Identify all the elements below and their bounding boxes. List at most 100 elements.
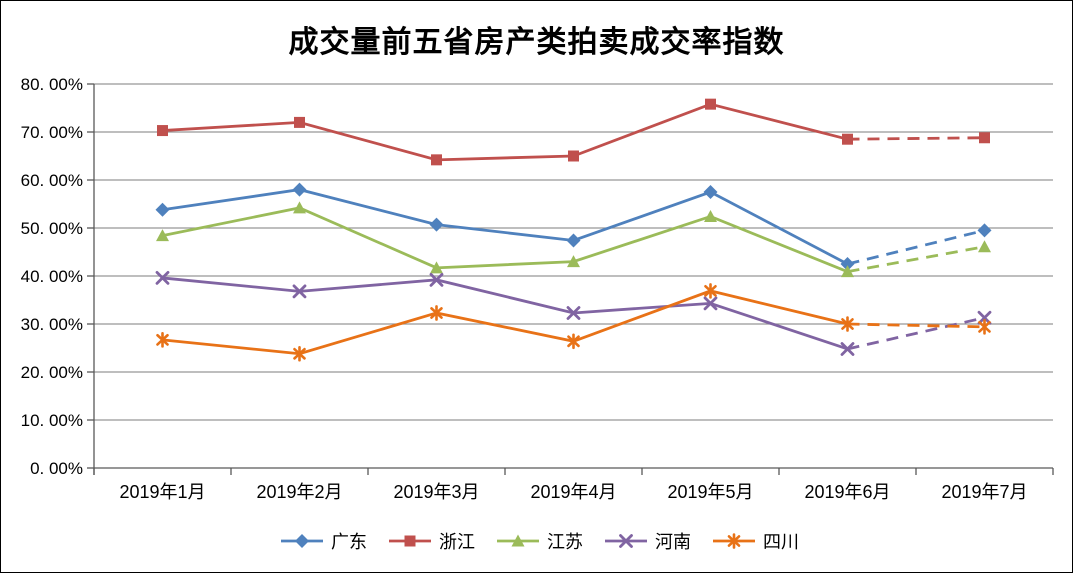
data-point-marker (842, 133, 853, 145)
legend-swatch-marker (295, 534, 309, 548)
legend-swatch-marker (404, 535, 416, 547)
data-point-marker (705, 98, 716, 110)
data-point-marker (292, 284, 307, 299)
triangle-marker-icon (978, 240, 991, 253)
diamond-marker-icon (429, 217, 444, 232)
x-axis-label: 2019年5月 (667, 482, 753, 502)
series-2 (156, 201, 991, 278)
y-axis-label: 20. 00% (21, 363, 83, 382)
diamond-marker-icon (703, 185, 718, 199)
legend-swatch-marker (727, 533, 741, 549)
y-axis-label: 50. 00% (21, 219, 83, 238)
data-point-marker (566, 233, 581, 248)
data-point-marker (841, 316, 854, 332)
square-marker-icon (568, 150, 579, 162)
x-axis-label: 2019年6月 (804, 482, 890, 502)
diamond-marker-icon (566, 233, 581, 248)
asterisk-marker-icon (704, 284, 717, 297)
legend-label: 浙江 (439, 532, 475, 552)
square-marker-icon (979, 132, 990, 144)
x-axis-label: 2019年1月 (119, 482, 205, 502)
square-marker-icon (842, 133, 853, 145)
diamond-marker-icon (155, 202, 170, 217)
legend-item-4: 四川 (713, 532, 799, 552)
data-point-marker (430, 305, 443, 321)
data-point-marker (429, 217, 444, 232)
legend-label: 四川 (763, 532, 799, 552)
series-4 (156, 283, 991, 362)
x-axis-label: 2019年2月 (256, 482, 342, 502)
asterisk-marker-icon (293, 347, 306, 360)
series-line-solid (162, 276, 848, 351)
data-point-marker (292, 182, 307, 197)
diamond-marker-icon (295, 534, 309, 548)
y-axis-label: 40. 00% (21, 267, 83, 286)
chart-title: 成交量前五省房产类拍卖成交率指数 (288, 25, 785, 60)
legend-item-1: 浙江 (389, 532, 475, 552)
data-point-marker (841, 265, 854, 278)
triangle-marker-icon (704, 209, 717, 222)
y-axis-label: 0. 00% (30, 459, 83, 478)
data-point-marker (977, 310, 992, 325)
asterisk-marker-icon (156, 333, 169, 346)
triangle-marker-icon (293, 201, 306, 214)
legend-label: 广东 (331, 532, 367, 552)
series-line-solid (162, 188, 849, 266)
data-point-marker (704, 283, 717, 299)
y-axis-label: 80. 00% (21, 75, 83, 94)
data-point-marker (840, 342, 855, 356)
data-point-marker (704, 209, 717, 222)
x-marker-icon (292, 284, 307, 299)
data-point-marker (156, 229, 169, 242)
series-line-solid (162, 102, 848, 162)
series-3 (155, 271, 992, 356)
x-marker-icon (429, 272, 444, 287)
data-point-marker (293, 201, 306, 214)
data-point-marker (703, 296, 718, 311)
square-marker-icon (294, 116, 305, 128)
y-axis-label: 30. 00% (21, 315, 83, 334)
x-marker-icon (619, 534, 633, 548)
triangle-marker-icon (430, 261, 443, 274)
legend-swatch-marker (511, 534, 525, 547)
data-point-marker (978, 240, 991, 253)
legend-swatch-marker (619, 534, 633, 548)
data-point-marker (431, 154, 442, 166)
series-line-dashed (847, 322, 985, 329)
x-marker-icon (566, 306, 581, 320)
data-point-marker (977, 223, 992, 238)
series-1 (157, 98, 990, 166)
data-point-marker (568, 150, 579, 162)
data-point-marker (429, 272, 444, 287)
y-axis-label: 70. 00% (21, 123, 83, 142)
data-point-marker (566, 306, 581, 320)
series-line-dashed (847, 316, 985, 351)
legend-label: 河南 (655, 532, 691, 552)
series-line-dashed (847, 136, 985, 141)
x-axis-label: 2019年4月 (530, 482, 616, 502)
x-axis-label: 2019年7月 (941, 482, 1027, 502)
triangle-marker-icon (156, 229, 169, 242)
data-point-marker (155, 271, 170, 285)
y-axis-label: 60. 00% (21, 171, 83, 190)
x-marker-icon (977, 310, 992, 325)
asterisk-marker-icon (430, 307, 443, 319)
y-axis-label: 10. 00% (21, 411, 83, 430)
data-point-marker (979, 132, 990, 144)
series-line-solid (162, 206, 849, 273)
data-point-marker (978, 319, 991, 335)
x-marker-icon (840, 342, 855, 356)
square-marker-icon (157, 125, 168, 137)
square-marker-icon (431, 154, 442, 166)
series-line-dashed (847, 229, 985, 266)
asterisk-marker-icon (727, 535, 741, 547)
legend-label: 江苏 (547, 532, 583, 552)
legend-item-3: 河南 (605, 532, 691, 552)
legend-item-2: 江苏 (497, 532, 583, 552)
data-point-marker (155, 202, 170, 217)
data-point-marker (567, 333, 580, 350)
diamond-marker-icon (292, 182, 307, 197)
data-point-marker (156, 332, 169, 348)
